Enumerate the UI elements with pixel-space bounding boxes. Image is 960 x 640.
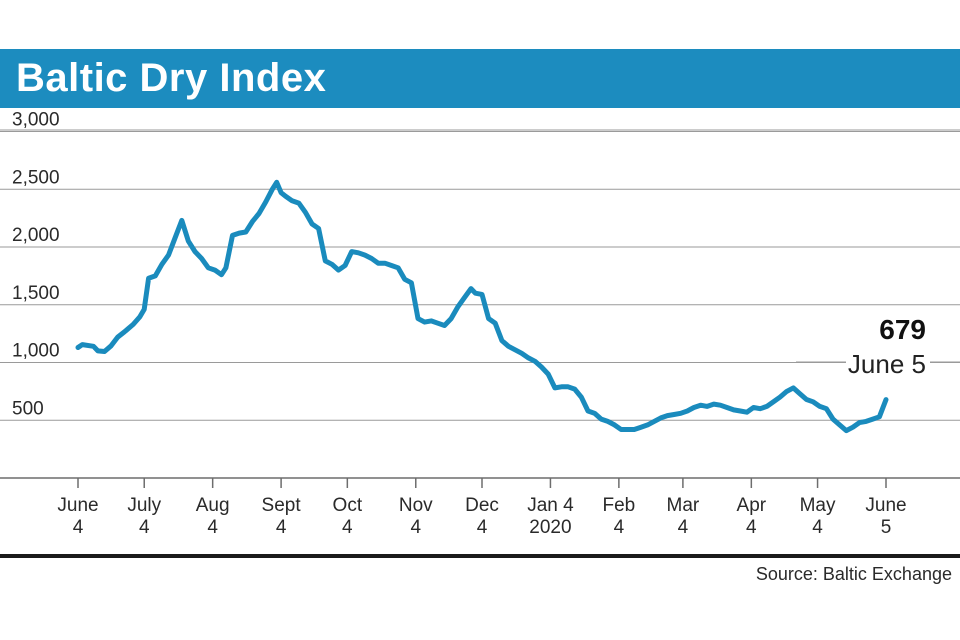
y-tick-label-1500: 1,500 bbox=[12, 283, 60, 304]
y-tick-label-2000: 2,000 bbox=[12, 225, 60, 246]
x-tick-label-8: Feb bbox=[602, 495, 635, 516]
x-tick-sublabel-11: 4 bbox=[812, 517, 823, 538]
gridlines bbox=[0, 129, 960, 421]
title-bar: Baltic Dry Index bbox=[0, 49, 960, 108]
x-tick-label-1: July bbox=[127, 495, 161, 516]
last-value-label: 679 bbox=[879, 314, 926, 345]
x-tick-label-11: May bbox=[800, 495, 836, 516]
x-tick-sublabel-2: 4 bbox=[207, 517, 218, 538]
x-tick-label-10: Apr bbox=[737, 495, 767, 516]
x-tick-label-12: June bbox=[865, 495, 906, 516]
x-tick-label-2: Aug bbox=[196, 495, 230, 516]
x-tick-sublabel-10: 4 bbox=[746, 517, 757, 538]
y-tick-label-1000: 1,000 bbox=[12, 341, 60, 362]
x-tick-sublabel-7: 2020 bbox=[529, 517, 571, 538]
last-date-label: June 5 bbox=[848, 349, 926, 379]
x-tick-sublabel-5: 4 bbox=[410, 517, 421, 538]
x-tick-sublabel-0: 4 bbox=[73, 517, 84, 538]
x-tick-label-0: June bbox=[57, 495, 98, 516]
x-tick-sublabel-8: 4 bbox=[614, 517, 625, 538]
chart-title: Baltic Dry Index bbox=[16, 56, 327, 100]
x-tick-sublabel-4: 4 bbox=[342, 517, 353, 538]
series-line-baltic-dry-index bbox=[75, 179, 889, 434]
y-tick-label-500: 500 bbox=[12, 398, 44, 419]
x-tick-sublabel-9: 4 bbox=[678, 517, 689, 538]
x-tick-sublabel-12: 5 bbox=[881, 517, 892, 538]
y-tick-label-3000: 3,000 bbox=[12, 110, 60, 131]
x-tick-sublabel-6: 4 bbox=[477, 517, 488, 538]
x-tick-label-9: Mar bbox=[667, 495, 700, 516]
bottom-rule bbox=[0, 554, 960, 558]
x-tick-sublabel-1: 4 bbox=[139, 517, 150, 538]
annotation-date-background bbox=[846, 348, 930, 378]
source-note: Source: Baltic Exchange bbox=[755, 564, 952, 584]
x-tick-label-6: Dec bbox=[465, 495, 499, 516]
x-tick-sublabel-3: 4 bbox=[276, 517, 287, 538]
y-tick-label-2500: 2,500 bbox=[12, 167, 60, 188]
x-tick-label-4: Oct bbox=[333, 495, 363, 516]
x-tick-label-3: Sept bbox=[262, 495, 302, 516]
x-tick-label-5: Nov bbox=[399, 495, 433, 516]
x-tick-label-7: Jan 4 bbox=[527, 495, 574, 516]
y-axis-labels: 500 1,000 1,500 2,000 2,500 3,000 bbox=[12, 110, 60, 420]
